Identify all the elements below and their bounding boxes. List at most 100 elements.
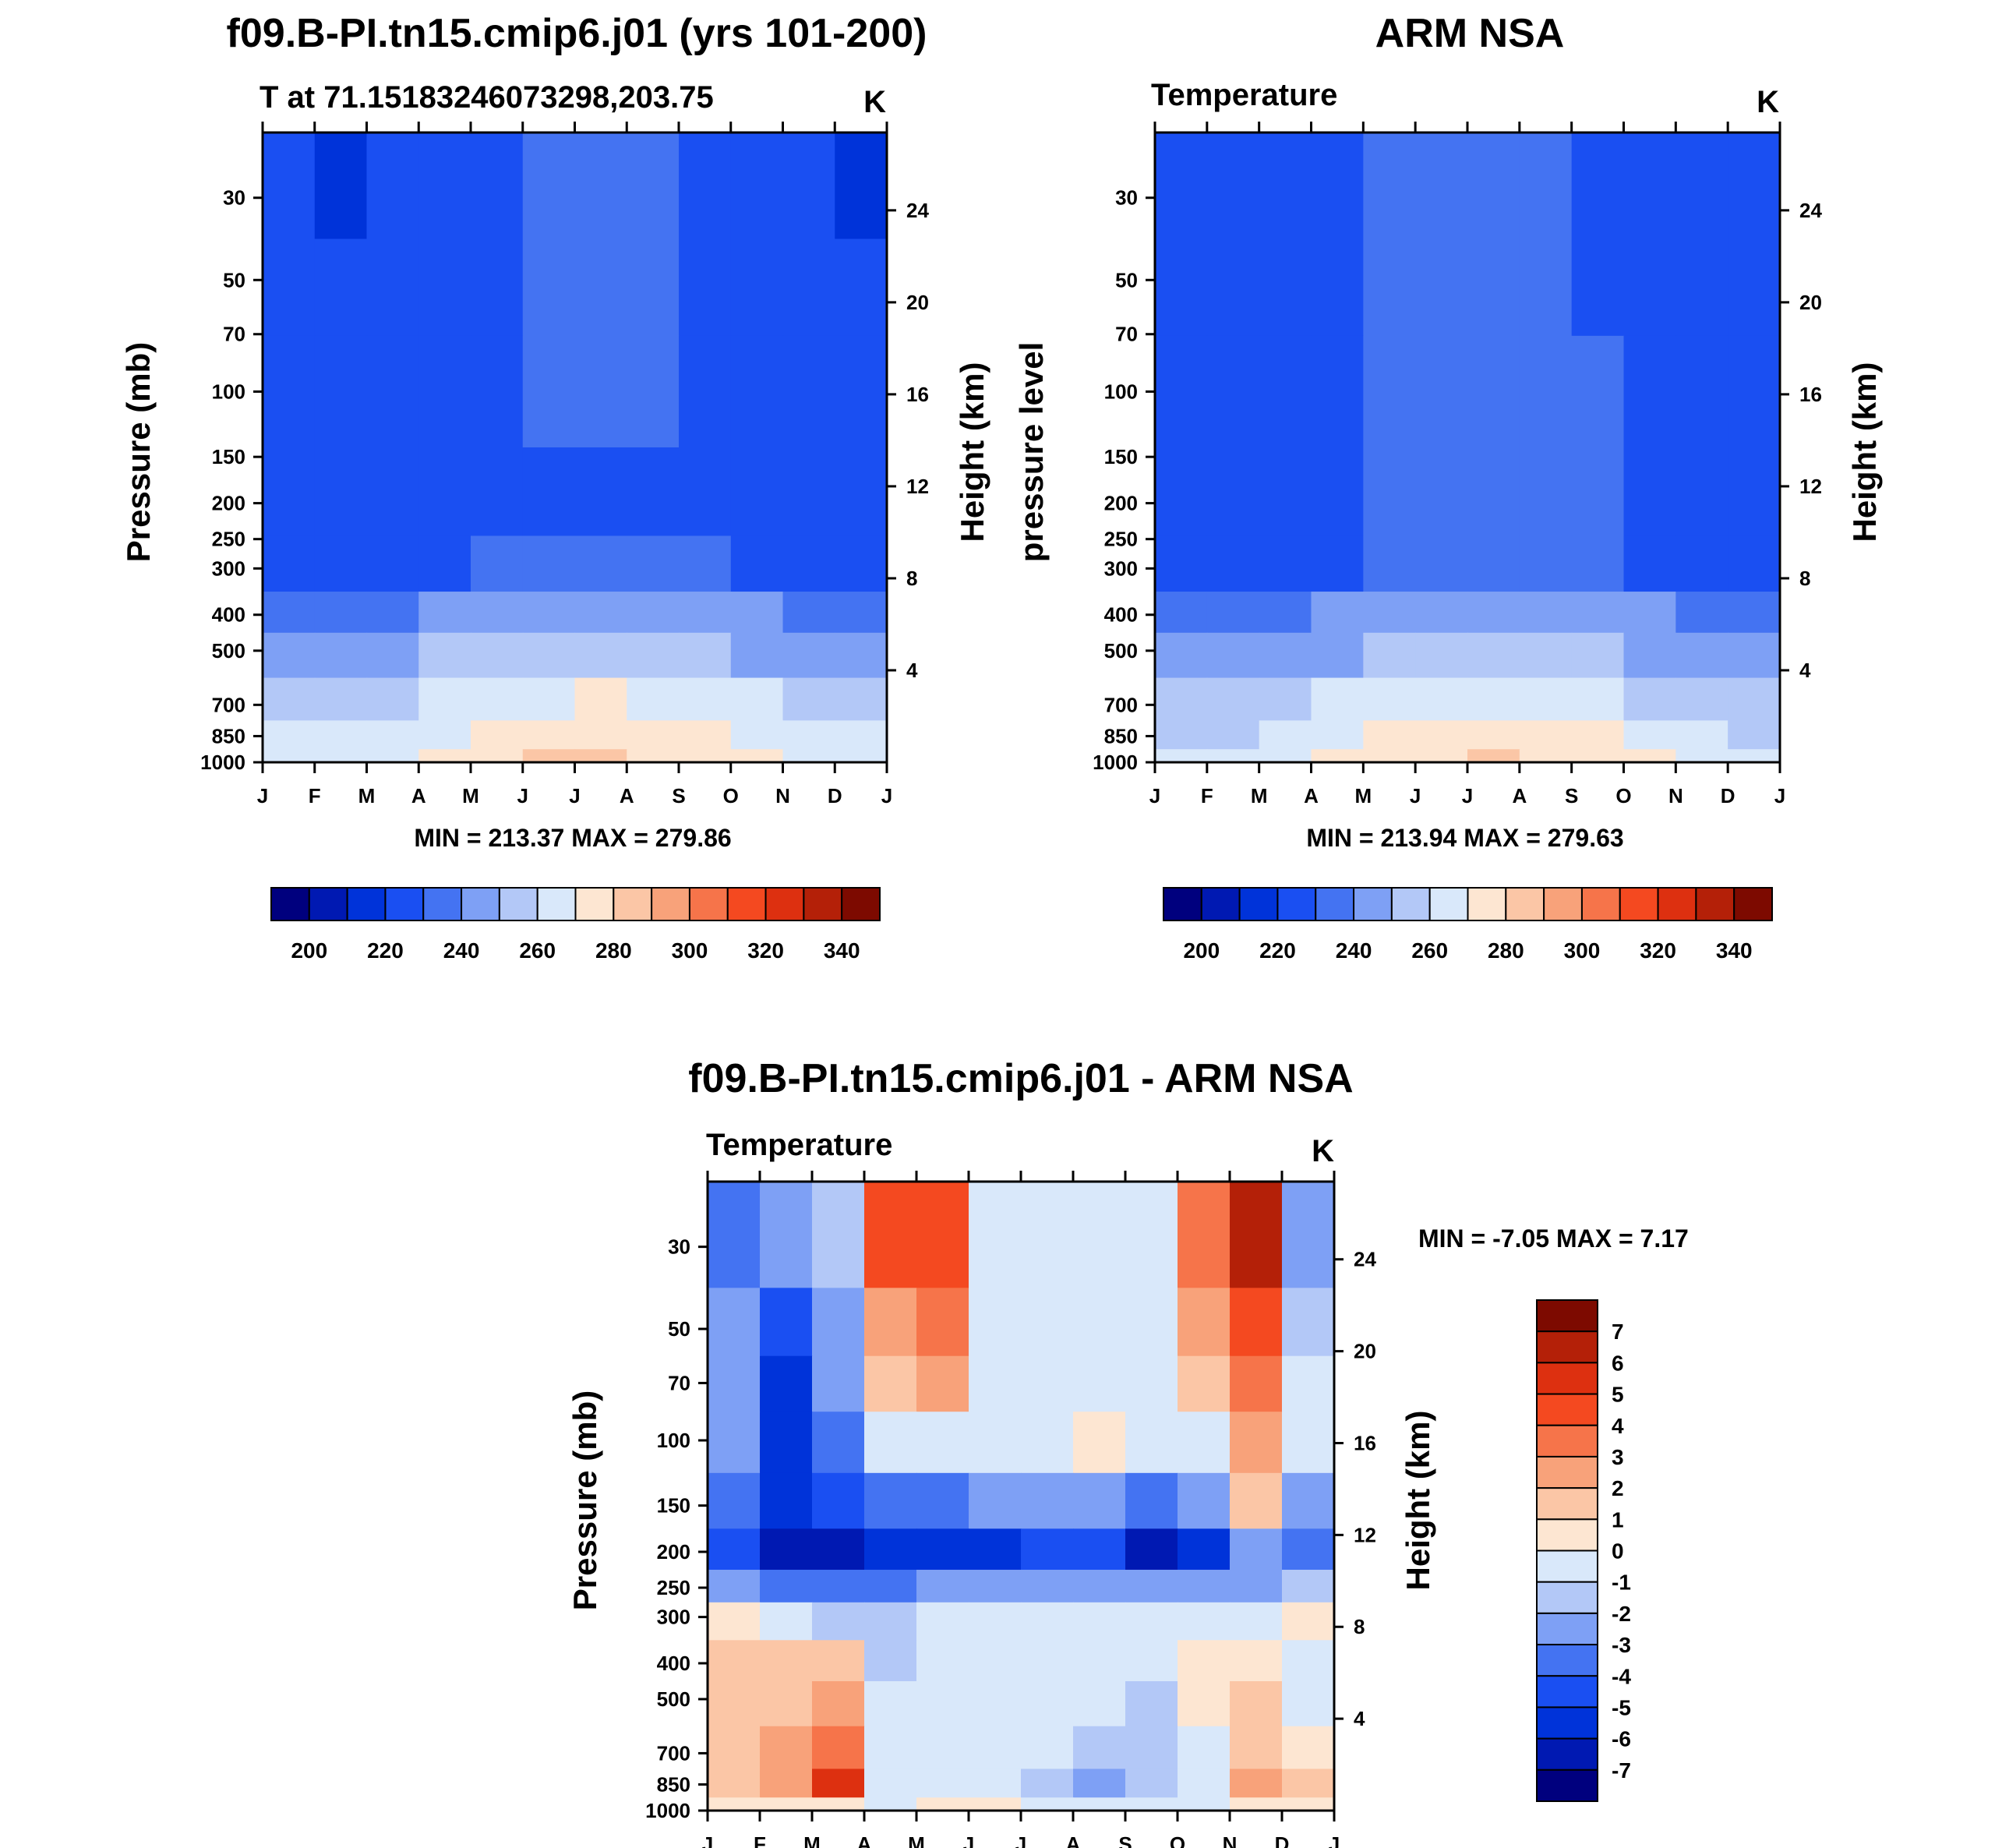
- panel3-xtick-label-5: J: [963, 1832, 974, 1848]
- panel1-cell-300mb-m3: [366, 535, 419, 592]
- panel3-cell-100mb-m1: [708, 1412, 761, 1474]
- panel3-cell-700mb-m2: [760, 1726, 813, 1770]
- panel2-colorbar-label-200: 200: [1183, 938, 1220, 963]
- panel3-cell-250mb-m5: [916, 1570, 969, 1603]
- panel3-cell-850mb-m5: [916, 1768, 969, 1798]
- panel1-cell-30mb-m5: [471, 133, 524, 240]
- panel1-cell-200mb-m11: [782, 447, 835, 537]
- panel1-cell-850mb-m1: [263, 720, 316, 750]
- panel3-xtick-label-8: S: [1118, 1832, 1132, 1848]
- panel1-cell-30mb-m12: [835, 133, 888, 240]
- panel1-cell-200mb-m9: [679, 447, 732, 537]
- panel3-cell-700mb-m9: [1125, 1726, 1178, 1770]
- panel2-xtick-label-11: D: [1721, 784, 1735, 807]
- panel2-cell-50mb-m10: [1623, 239, 1676, 337]
- panel3-cell-850mb-m9: [1125, 1768, 1178, 1798]
- panel3-cell-200mb-m9: [1125, 1528, 1178, 1571]
- panel2-cell-200mb-m6: [1415, 447, 1468, 537]
- panel2-cell-500mb-m1: [1155, 632, 1208, 679]
- panel3-cell-700mb-m10: [1178, 1726, 1231, 1770]
- panel1-cell-50mb-m4: [418, 239, 471, 337]
- panel3-cell-1000mb-m10: [1178, 1797, 1231, 1811]
- panel3-cell-700mb-m4: [864, 1726, 917, 1770]
- panel2-ytick-label-300: 300: [1104, 557, 1138, 580]
- panel3-cell-100mb-m7: [1021, 1412, 1074, 1474]
- panel3-cell-70mb-m2: [760, 1355, 813, 1412]
- panel1-xtick-label-2: M: [358, 784, 376, 807]
- panel3-yrtick-label-12: 12: [1354, 1523, 1376, 1546]
- panel3-colorbar-label--6: -6: [1612, 1727, 1631, 1751]
- panel1-colorbar-swatch-3: [384, 887, 425, 921]
- panel2-subtitle: Temperature: [1151, 78, 1337, 112]
- panel2-xtick-label-8: S: [1565, 784, 1578, 807]
- panel2-cell-200mb-m8: [1519, 447, 1573, 537]
- panel3-cell-400mb-m12: [1282, 1640, 1335, 1682]
- panel3-colorbar-swatch-4: [1536, 1424, 1598, 1458]
- panel3-xtick-label-2: M: [803, 1832, 821, 1848]
- panel3-cell-30mb-m8: [1073, 1182, 1126, 1288]
- panel1-cell-850mb-m3: [366, 720, 419, 750]
- panel1-cell-200mb-m3: [366, 447, 419, 537]
- panel2-colorbar-swatch-0: [1163, 887, 1202, 921]
- panel3-min-max: MIN = -7.05 MAX = 7.17: [1418, 1224, 1689, 1253]
- panel3-cell-400mb-m1: [708, 1640, 761, 1682]
- panel2-ytick-label-100: 100: [1104, 380, 1138, 403]
- panel1-cell-400mb-m3: [366, 592, 419, 634]
- panel3-cell-850mb-m7: [1021, 1768, 1074, 1798]
- panel2-cell-500mb-m2: [1206, 632, 1260, 679]
- panel2-cell-400mb-m12: [1728, 592, 1781, 634]
- panel-obs: ARM NSA Temperature K 30 50 70 100 150 200 250…: [1013, 11, 1883, 963]
- panel2-cell-100mb-m10: [1623, 335, 1676, 448]
- panel2-cell-1000mb-m4: [1311, 749, 1364, 763]
- panel1-cell-1000mb-m11: [782, 749, 835, 763]
- panel3-colorbar-swatch-11: [1536, 1644, 1598, 1677]
- panel1-cell-400mb-m11: [782, 592, 835, 634]
- panel1-cell-100mb-m7: [574, 335, 627, 448]
- panel3-colorbar-swatch-10: [1536, 1612, 1598, 1646]
- panel1-cell-30mb-m2: [314, 133, 368, 240]
- panel1-cell-50mb-m1: [263, 239, 316, 337]
- panel3-cell-30mb-m3: [812, 1182, 865, 1288]
- panel3-ytick-label-300: 300: [657, 1606, 690, 1629]
- panel2-cell-700mb-m1: [1155, 677, 1208, 721]
- panel3-cell-850mb-m1: [708, 1768, 761, 1798]
- panel3-yrtick-label-16: 16: [1354, 1431, 1376, 1454]
- panel2-cell-850mb-m1: [1155, 720, 1208, 750]
- panel2-xtick-label-7: A: [1512, 784, 1527, 807]
- panel3-cell-500mb-m11: [1230, 1681, 1283, 1727]
- panel2-cell-50mb-m4: [1311, 239, 1364, 337]
- panel3-colorbar-label-2: 2: [1612, 1476, 1624, 1500]
- panel3-colorbar-label-4: 4: [1612, 1414, 1624, 1438]
- panel3-cell-70mb-m10: [1178, 1355, 1231, 1412]
- panel3-cell-150mb-m2: [760, 1472, 813, 1529]
- panel1-ytick-label-500: 500: [212, 639, 245, 663]
- panel2-cell-700mb-m11: [1675, 677, 1728, 721]
- panel3-cell-70mb-m1: [708, 1355, 761, 1412]
- panel3-colorbar-label-0: 0: [1612, 1539, 1624, 1564]
- panel3-cell-70mb-m3: [812, 1355, 865, 1412]
- panel2-cell-1000mb-m9: [1571, 749, 1625, 763]
- panel1-cell-30mb-m10: [730, 133, 784, 240]
- panel1-cell-30mb-m7: [574, 133, 627, 240]
- panel2-units: K: [1757, 85, 1779, 119]
- panel2-cell-200mb-m11: [1675, 447, 1728, 537]
- panel1-cell-30mb-m1: [263, 133, 316, 240]
- panel2-colorbar-label-320: 320: [1640, 938, 1676, 963]
- panel2-cell-50mb-m12: [1728, 239, 1781, 337]
- panel2-cell-500mb-m3: [1259, 632, 1312, 679]
- panel3-colorbar-label--7: -7: [1612, 1758, 1631, 1783]
- panel1-cell-1000mb-m6: [522, 749, 576, 763]
- panel2-colorbar-swatch-8: [1467, 887, 1507, 921]
- panel2-cell-300mb-m8: [1519, 535, 1573, 592]
- panel2-cell-300mb-m9: [1571, 535, 1625, 592]
- panel1-cell-50mb-m12: [835, 239, 888, 337]
- panel2-cell-30mb-m11: [1675, 133, 1728, 240]
- panel3-cell-50mb-m2: [760, 1288, 813, 1357]
- panel3-cell-50mb-m9: [1125, 1288, 1178, 1357]
- panel1-cell-300mb-m5: [471, 535, 524, 592]
- panel1-cell-300mb-m1: [263, 535, 316, 592]
- panel2-colorbar-swatch-10: [1543, 887, 1583, 921]
- panel2-cell-30mb-m3: [1259, 133, 1312, 240]
- panel3-cell-250mb-m2: [760, 1570, 813, 1603]
- panel1-cell-100mb-m8: [627, 335, 680, 448]
